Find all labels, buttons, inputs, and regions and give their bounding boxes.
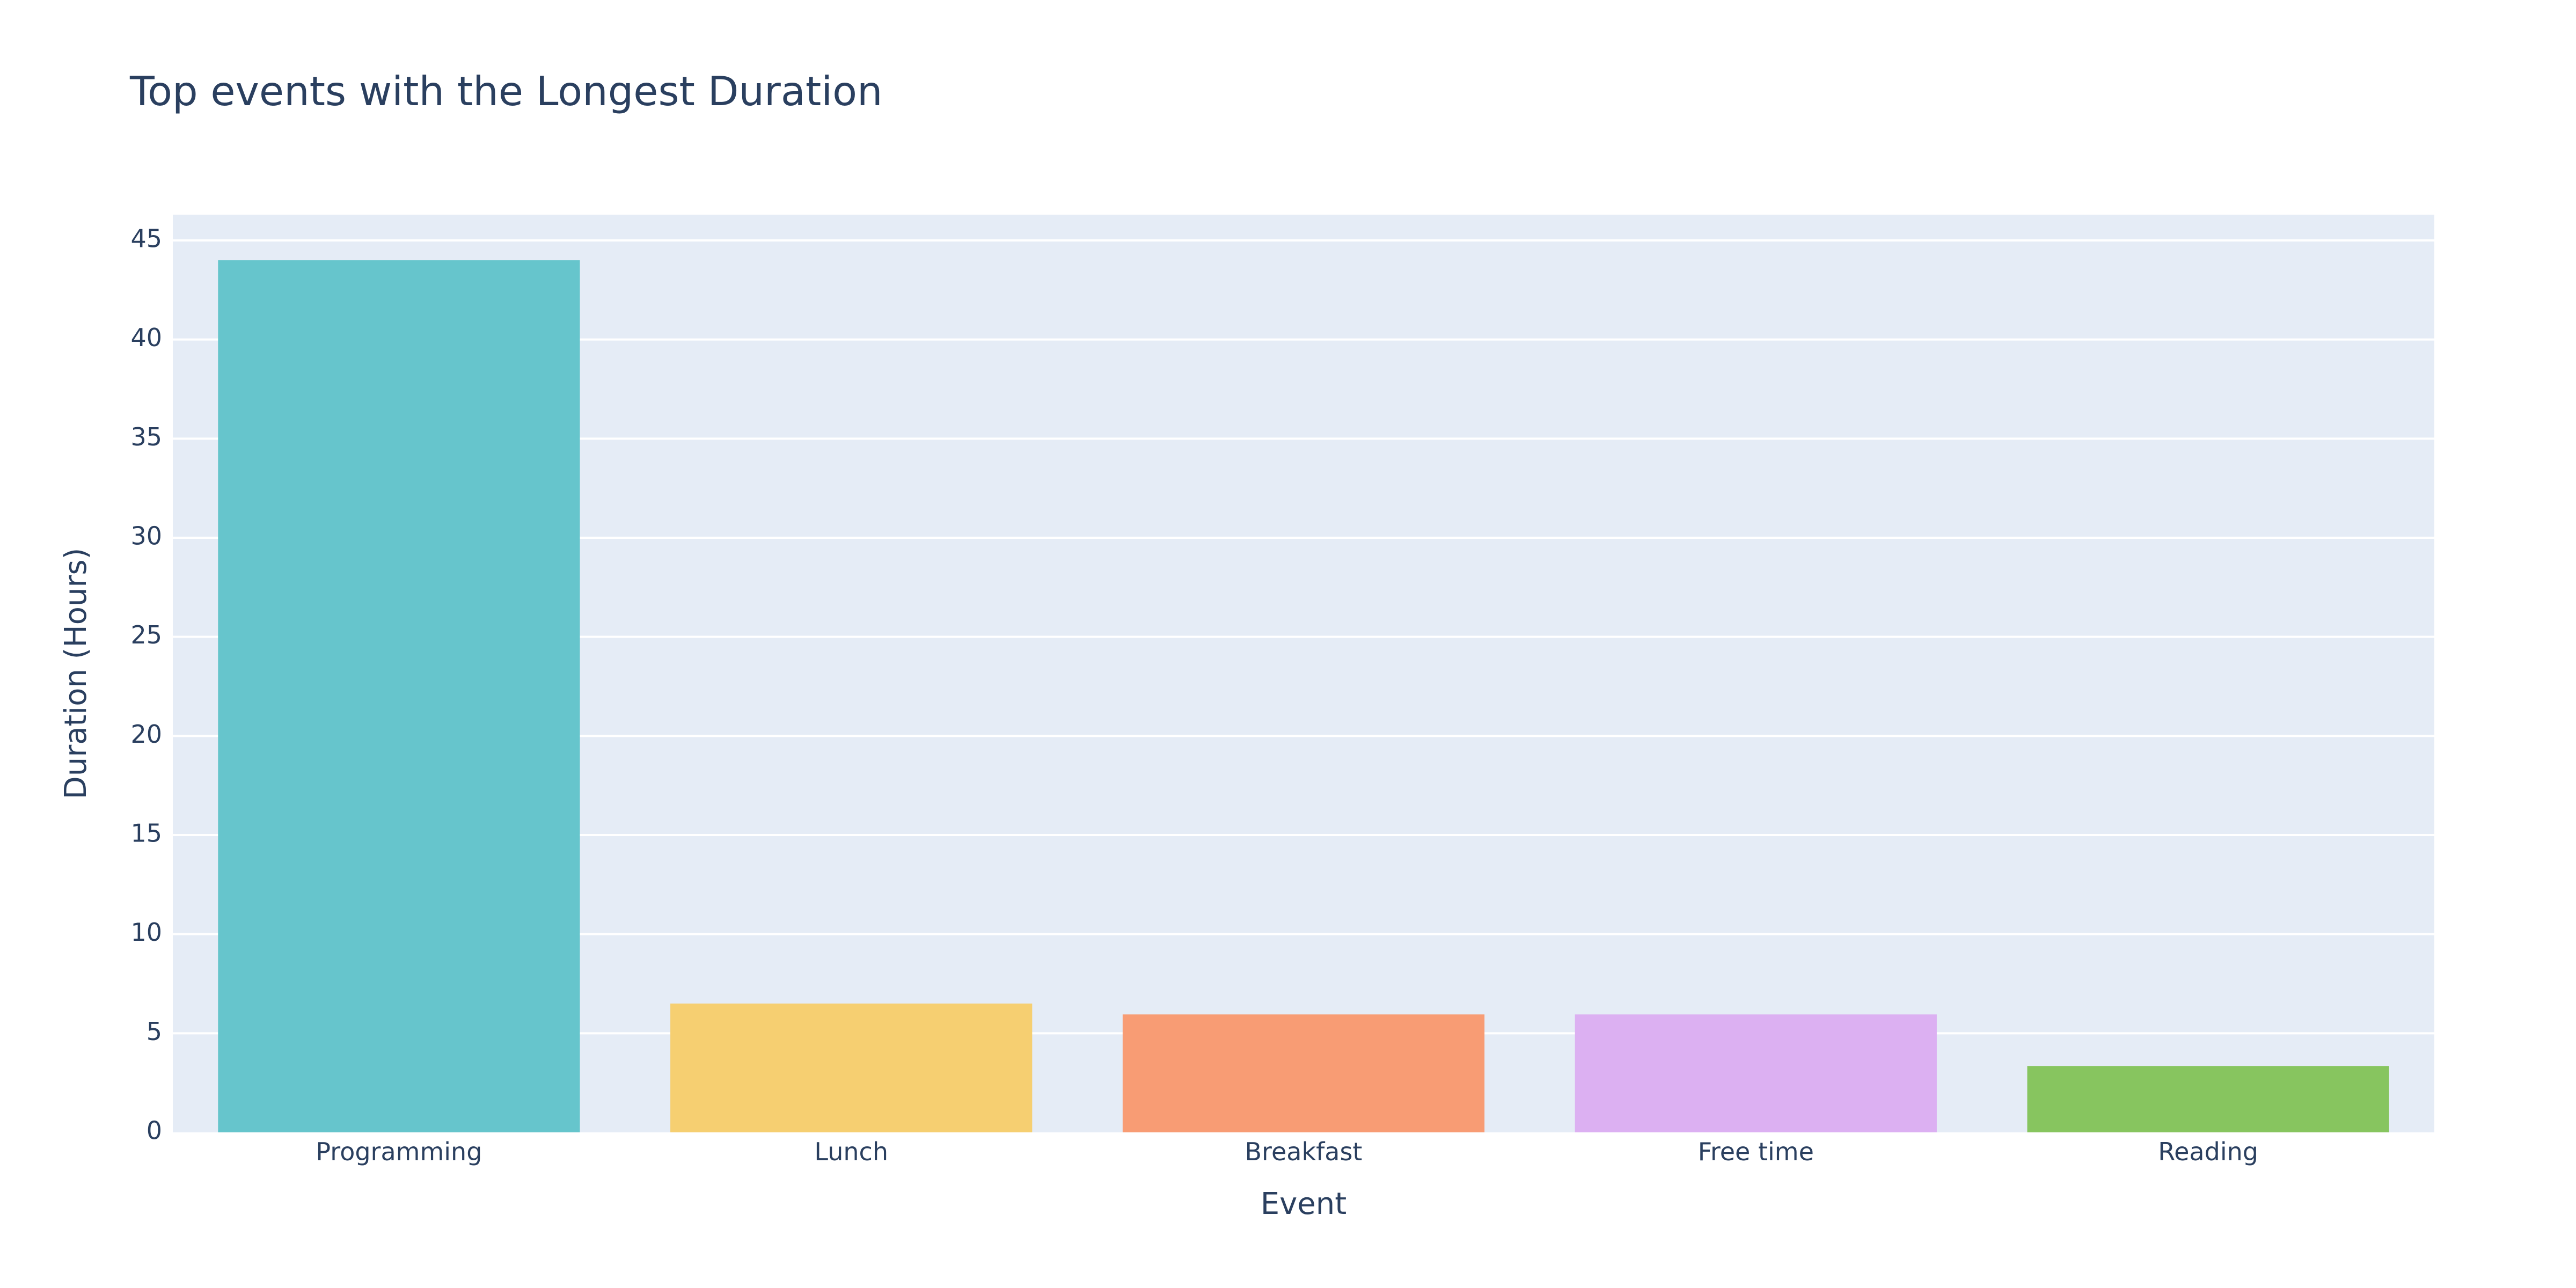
chart-title: Top events with the Longest Duration — [129, 68, 883, 115]
bar-free-time[interactable] — [1575, 1014, 1937, 1132]
y-axis-ticks: 0 5 10 15 20 25 30 35 40 45 — [130, 224, 162, 1145]
y-tick-label: 0 — [147, 1116, 162, 1145]
y-tick-label: 45 — [130, 224, 162, 253]
bars — [218, 260, 2389, 1132]
x-tick-label: Free time — [1698, 1137, 1814, 1166]
x-tick-label: Breakfast — [1245, 1137, 1363, 1166]
bar-breakfast[interactable] — [1122, 1014, 1485, 1132]
y-tick-label: 40 — [130, 323, 162, 352]
x-tick-label: Programming — [316, 1137, 482, 1166]
bar-programming[interactable] — [218, 260, 580, 1132]
y-tick-label: 15 — [130, 819, 162, 848]
y-tick-label: 25 — [130, 620, 162, 649]
x-tick-label: Reading — [2158, 1137, 2258, 1166]
y-tick-label: 10 — [130, 918, 162, 947]
y-tick-label: 20 — [130, 720, 162, 749]
bar-lunch[interactable] — [670, 1003, 1033, 1132]
y-tick-label: 35 — [130, 422, 162, 451]
x-axis-title: Event — [1261, 1187, 1346, 1221]
y-tick-label: 30 — [130, 522, 162, 551]
y-tick-label: 5 — [147, 1017, 162, 1046]
bar-reading[interactable] — [2027, 1066, 2389, 1132]
x-tick-label: Lunch — [814, 1137, 888, 1166]
x-axis-ticks: Programming Lunch Breakfast Free time Readin… — [316, 1137, 2258, 1166]
y-axis-title: Duration (Hours) — [58, 548, 93, 800]
